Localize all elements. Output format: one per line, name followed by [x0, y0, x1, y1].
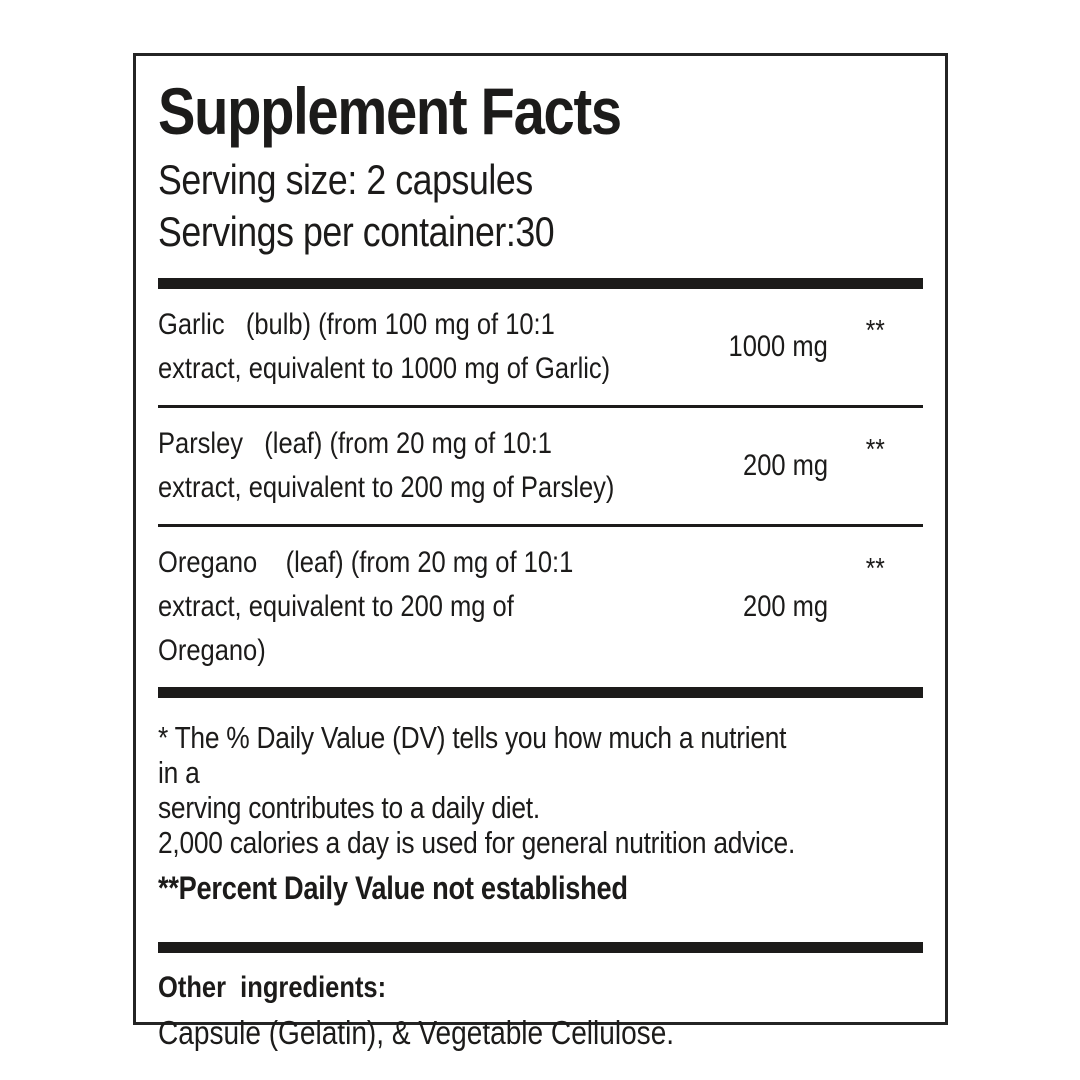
panel-title-text: Supplement Facts: [158, 74, 622, 148]
ingredient-name: Garlic (bulb) (from 100 mg of 10:1 extra…: [158, 308, 611, 385]
supplement-facts-panel: Supplement Facts Serving size: 2 capsule…: [133, 53, 948, 1051]
ingredient-amount: 200 mg: [742, 590, 828, 623]
ingredient-amount: 200 mg: [742, 449, 828, 482]
other-ingredients-text: Capsule (Gelatin), & Vegetable Cellulose…: [158, 1014, 675, 1051]
ingredient-name: Oregano (leaf) (from 20 mg of 10:1 extra…: [158, 546, 574, 667]
thick-divider-middle: [158, 687, 923, 698]
ingredient-name: Parsley (leaf) (from 20 mg of 10:1 extra…: [158, 427, 615, 504]
footnote-not-established: **Percent Daily Value not established: [158, 870, 628, 906]
thin-divider-1: [158, 405, 923, 408]
thin-divider-2: [158, 524, 923, 527]
ingredient-row-oregano: Oregano (leaf) (from 20 mg of 10:1 extra…: [158, 527, 923, 687]
footnotes: * The % Daily Value (DV) tells you how m…: [158, 720, 923, 906]
serving-info: Serving size: 2 capsules Servings per co…: [158, 154, 923, 258]
servings-per-container-line: Servings per container:30: [158, 208, 555, 255]
ingredient-daily-value: **: [865, 315, 886, 347]
footnote-calories: 2,000 calories a day is used for general…: [158, 825, 796, 860]
other-ingredients-heading: Other ingredients:: [158, 971, 387, 1004]
thick-divider-top: [158, 278, 923, 289]
ingredient-amount: 1000 mg: [728, 330, 828, 363]
thick-divider-bottom: [158, 942, 923, 953]
ingredient-row-parsley: Parsley (leaf) (from 20 mg of 10:1 extra…: [158, 408, 923, 524]
ingredient-daily-value: **: [865, 553, 886, 585]
ingredient-daily-value: **: [865, 434, 886, 466]
footnote-daily-value: * The % Daily Value (DV) tells you how m…: [158, 720, 787, 825]
ingredient-row-garlic: Garlic (bulb) (from 100 mg of 10:1 extra…: [158, 289, 923, 405]
panel-title: Supplement Facts: [158, 76, 923, 146]
serving-size-line: Serving size: 2 capsules: [158, 156, 533, 203]
